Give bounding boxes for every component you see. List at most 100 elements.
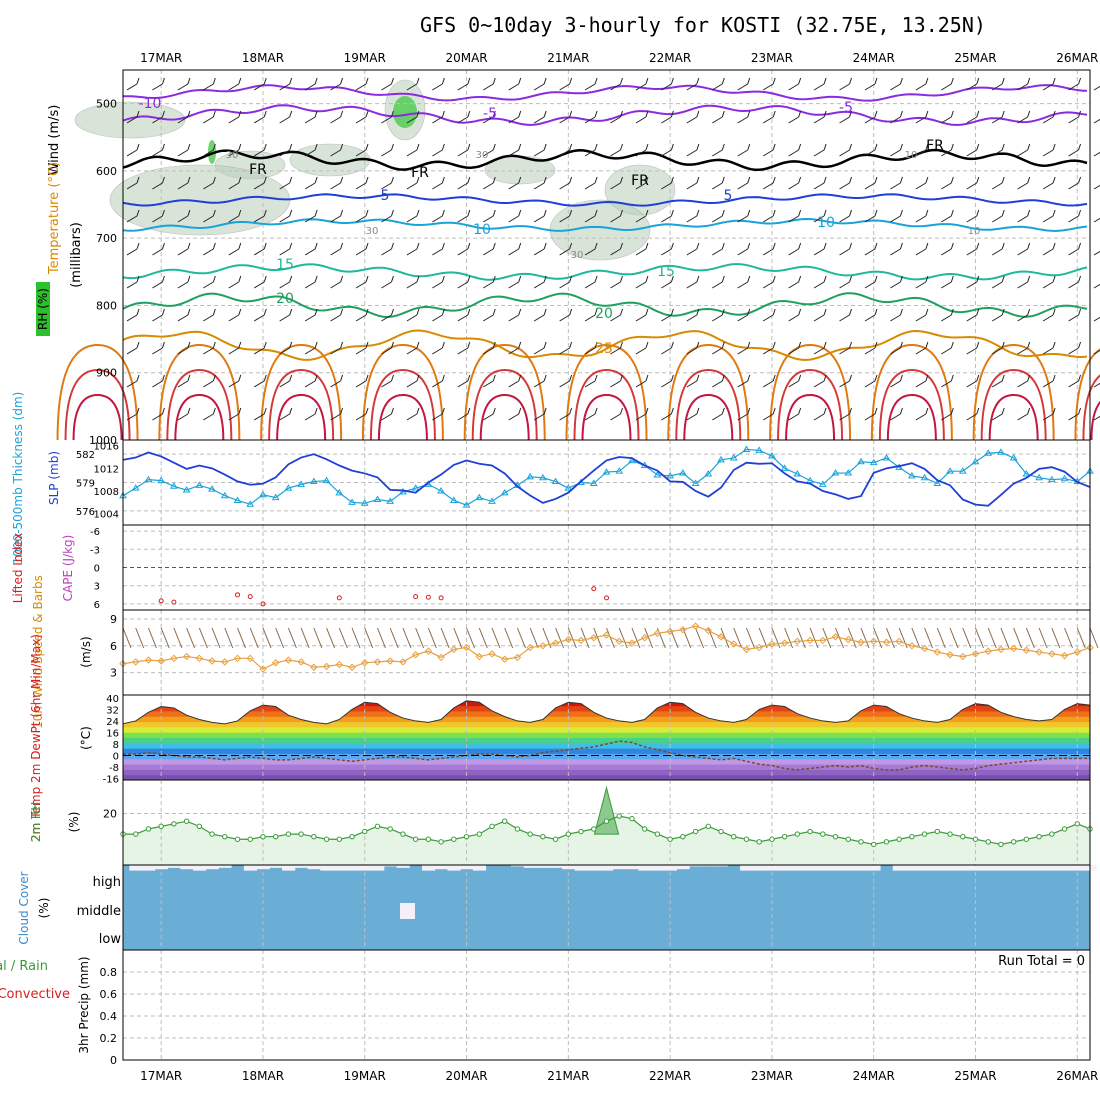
wind-barb <box>584 149 596 157</box>
wind10-barb <box>936 627 946 649</box>
thickness-point <box>997 448 1005 455</box>
pressure-tick-label: 500 <box>96 98 117 111</box>
precip-run-total: Run Total = 0 <box>998 954 1085 969</box>
wind-barb <box>365 176 369 184</box>
wind-barb <box>543 242 547 250</box>
wind-barb <box>772 308 776 316</box>
temp2m-line <box>122 700 1091 725</box>
wind-barb <box>416 77 420 85</box>
wind-barb <box>340 110 344 118</box>
wind-barb <box>263 110 267 118</box>
wind-barb <box>798 341 802 349</box>
wind-barb <box>1093 217 1100 223</box>
cloud-high-gap <box>943 865 957 871</box>
wind-barb <box>925 374 929 382</box>
wind-barb <box>670 275 674 283</box>
wind-barb <box>950 176 954 184</box>
thickness-point <box>653 470 662 478</box>
wind-barb <box>976 242 980 250</box>
cloud-high-gap <box>294 865 308 868</box>
wind-barb <box>533 281 545 289</box>
wind10-barb <box>529 627 539 649</box>
wind-barb <box>304 413 316 421</box>
wind-barb <box>686 413 698 421</box>
wind10-point <box>1009 644 1018 653</box>
cloud-high-gap <box>371 865 385 871</box>
wind-barb <box>584 413 596 421</box>
wind-barb <box>508 83 519 91</box>
contour-label: 15 <box>276 257 294 273</box>
wind-barb <box>966 215 978 223</box>
wind10-barb <box>427 627 437 649</box>
wind-barb <box>441 176 445 184</box>
wind10-barb <box>758 627 768 649</box>
boundary-temp-arch <box>980 368 1047 441</box>
wind-barb <box>492 143 496 151</box>
cloud-high-gap <box>154 865 169 870</box>
wind-barb <box>340 143 344 151</box>
wind-barb <box>721 209 725 217</box>
wind-barb <box>381 83 392 91</box>
rh2m-point <box>807 828 813 835</box>
wind-barb <box>228 248 240 256</box>
contour-label: 20 <box>276 291 294 307</box>
wind-barb <box>203 182 214 190</box>
thickness-point <box>259 490 267 498</box>
wind-barb <box>762 314 774 322</box>
wind-barb <box>1017 116 1028 124</box>
wind-barb <box>177 182 189 190</box>
cloud-high-gap <box>422 865 436 871</box>
boundary-temp-arch <box>369 368 436 441</box>
wind-barb <box>1078 308 1082 316</box>
rh-peak <box>593 785 620 835</box>
wind-barb <box>508 248 519 256</box>
cloud-high-gap <box>905 865 919 871</box>
thickness-point <box>818 480 827 487</box>
temp-tick-label: 0 <box>113 752 119 763</box>
wind-barb <box>467 242 471 250</box>
wind10-point <box>399 658 407 666</box>
wind-barb <box>304 248 316 256</box>
wind-barb <box>925 407 929 415</box>
wind-barb <box>1052 143 1056 151</box>
wind-barb <box>1027 209 1031 217</box>
boundary-temp-arch <box>769 343 852 441</box>
wind10-point <box>730 640 738 648</box>
wind-barb <box>314 209 318 217</box>
wind10-barb <box>491 627 501 649</box>
contour-25 <box>122 329 1088 361</box>
wind-barb <box>508 314 519 322</box>
wind-barb <box>432 248 443 256</box>
wind-barb <box>203 380 214 388</box>
cloud-high-gap <box>1058 865 1072 871</box>
wind-barb <box>670 143 674 151</box>
thickness-point <box>678 469 687 476</box>
wind-barb <box>543 308 547 316</box>
wind-barb <box>966 83 978 91</box>
thickness-point <box>971 457 980 465</box>
wind-barb <box>1052 374 1056 382</box>
wind-barb <box>839 149 850 157</box>
slp-tick-label: 1016 <box>94 442 119 453</box>
wind-barb <box>823 110 827 118</box>
cloud-high-gap <box>981 865 996 871</box>
cloud-high-gap <box>587 865 601 871</box>
contour-20 <box>122 292 1088 319</box>
temp-band <box>123 748 1090 754</box>
date-label-bottom: 24MAR <box>853 1069 895 1083</box>
cloud-high-gap <box>536 865 550 868</box>
wind-barb <box>533 149 545 157</box>
rh-shading-high <box>208 140 216 164</box>
wind-barb <box>813 347 825 355</box>
rh2m-point <box>209 831 215 837</box>
wind-barb <box>152 314 163 322</box>
wind-barb <box>212 308 216 316</box>
wind-barb <box>941 347 952 355</box>
wind-barb <box>915 116 927 124</box>
thickness-point <box>1060 474 1069 482</box>
wind-barb <box>849 110 853 118</box>
wind-barb <box>416 374 420 382</box>
contour-label: 30 <box>476 150 489 161</box>
wind-barb <box>839 347 850 355</box>
